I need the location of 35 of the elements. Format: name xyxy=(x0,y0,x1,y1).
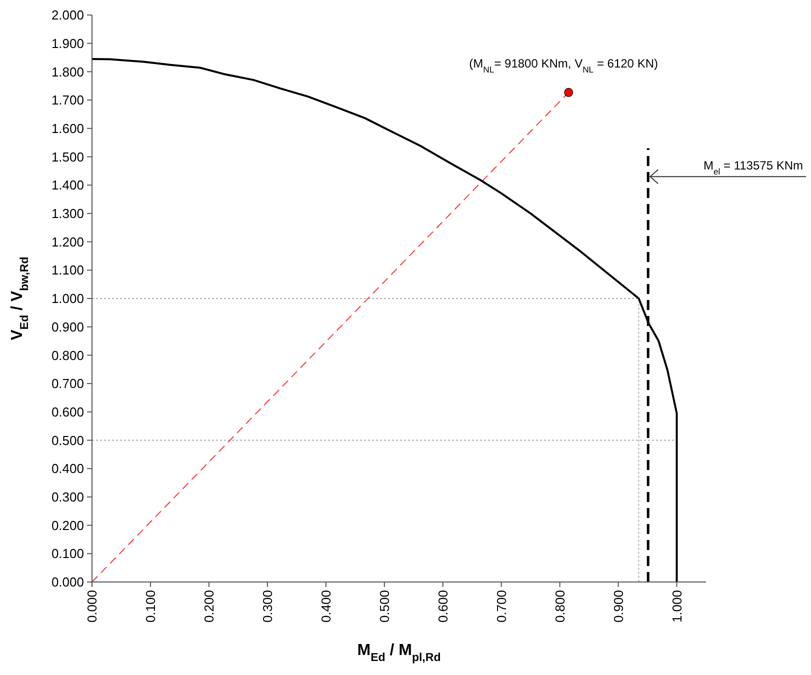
y-tick-label: 0.200 xyxy=(51,518,84,533)
y-tick-label: 1.600 xyxy=(51,120,84,136)
x-tick-label: 0.800 xyxy=(552,590,568,623)
y-tick-label: 1.500 xyxy=(51,149,84,164)
y-tick-label: 1.100 xyxy=(51,262,84,278)
x-tick-label: 1.000 xyxy=(669,590,684,623)
x-tick-label: 0.500 xyxy=(376,590,392,623)
y-tick-label: 1.000 xyxy=(51,291,84,306)
x-tick-label: 0.300 xyxy=(260,590,275,623)
y-tick-label: 0.500 xyxy=(51,432,84,448)
y-tick-label: 0.300 xyxy=(51,490,84,504)
y-tick-label: 1.200 xyxy=(51,234,84,250)
y-tick-label: 1.300 xyxy=(51,206,84,221)
y-tick-label: 0.600 xyxy=(51,404,84,420)
y-tick-label: 2.000 xyxy=(51,8,84,23)
annotation: (M$_{NL}$= 91800 KNm, V$_{NL}$ = 6120 KN) xyxy=(469,56,658,74)
x-axis-title: M$_{Ed}$ / M$_{pl,Rd}$ xyxy=(357,642,441,664)
x-tick-label: 0.200 xyxy=(202,590,216,623)
y-tick-label: 1.900 xyxy=(51,36,84,51)
y-tick-label: 1.700 xyxy=(51,92,84,108)
x-tick-label: 0.600 xyxy=(435,590,450,623)
x-tick-label: 0.900 xyxy=(610,590,626,623)
y-tick-label: 0.800 xyxy=(51,348,84,363)
y-tick-label: 1.400 xyxy=(51,178,84,193)
annotation: M$_{el}$ = 113575 KNm xyxy=(703,158,804,177)
y-tick-label: 0.000 xyxy=(51,574,84,590)
y-tick-label: 0.900 xyxy=(51,319,84,334)
x-tick-label: 0.700 xyxy=(494,590,509,623)
y-tick-label: 0.400 xyxy=(51,461,84,476)
y-tick-label: 0.100 xyxy=(51,546,84,562)
x-tick-label: 0.100 xyxy=(143,590,158,623)
line-series xyxy=(91,58,678,583)
x-tick-label: 0.400 xyxy=(318,590,334,623)
y-tick-label: 1.800 xyxy=(51,64,84,80)
y-tick-label: 0.700 xyxy=(51,376,84,392)
